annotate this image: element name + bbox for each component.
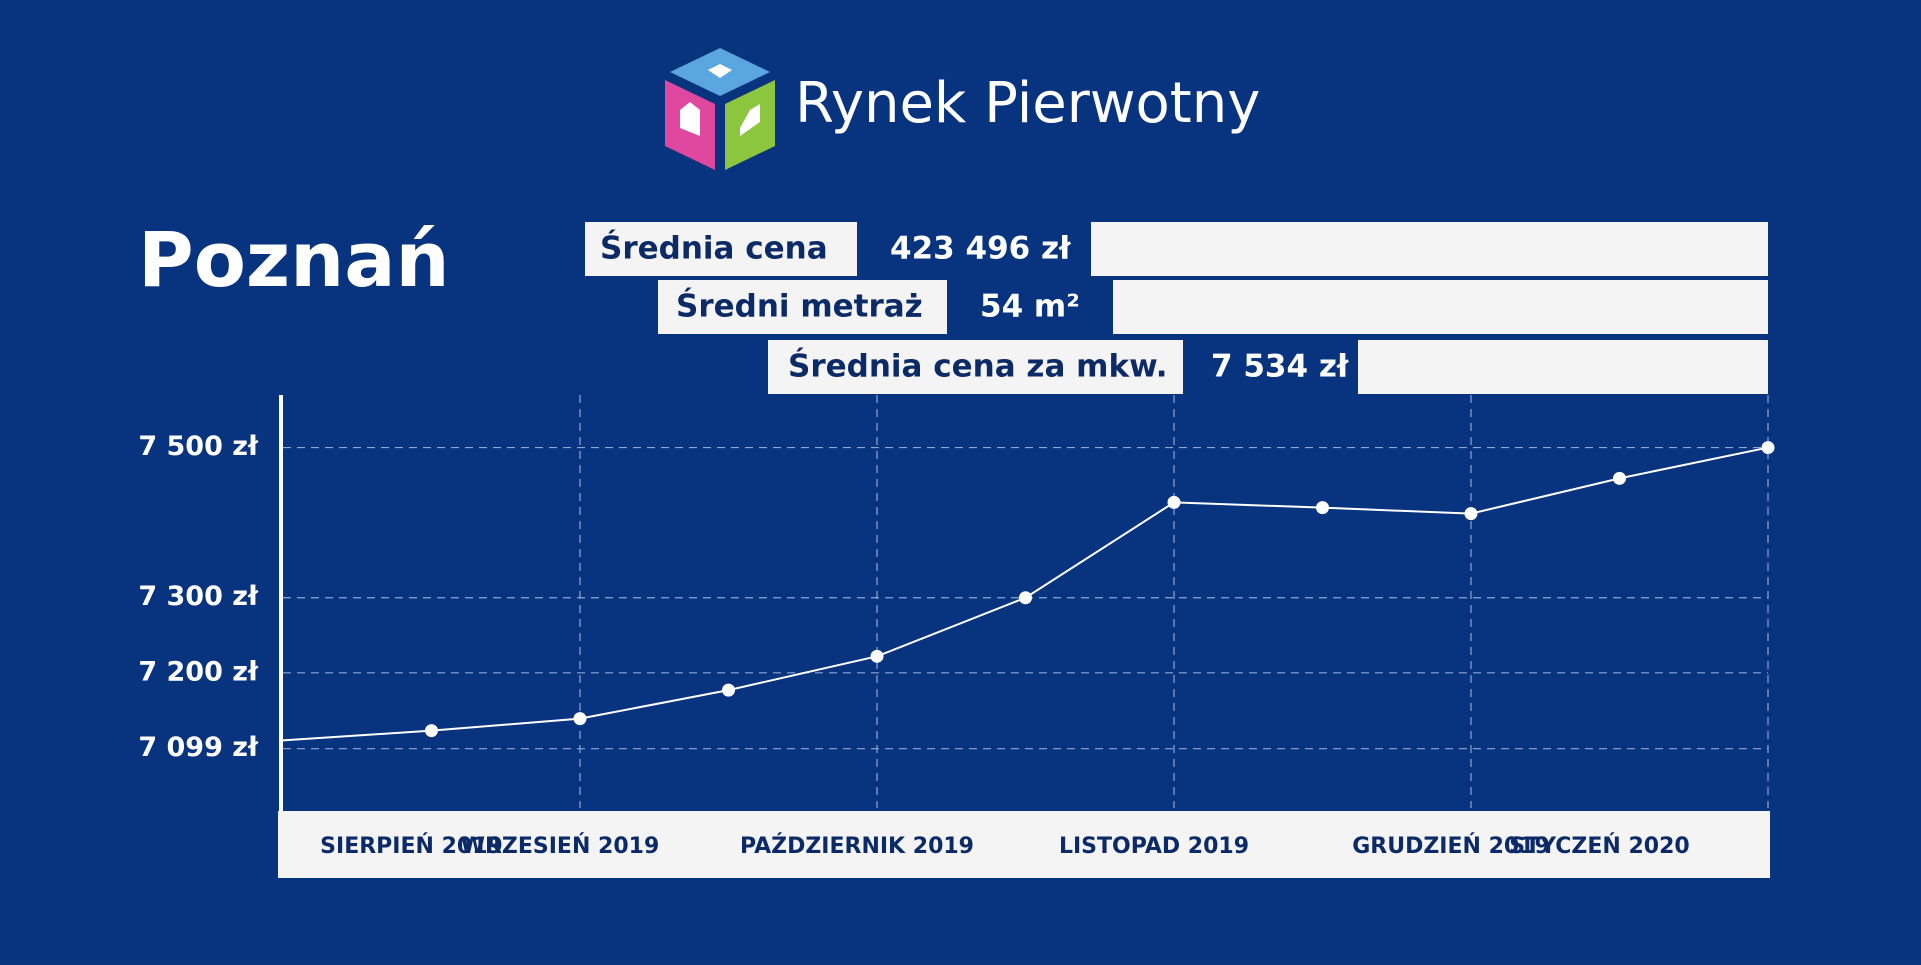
stat-value: 54 m² <box>980 289 1080 325</box>
x-axis-band <box>278 811 1770 878</box>
stat-bar <box>1091 222 1768 276</box>
logo-text: Rynek Pierwotny <box>795 71 1260 136</box>
x-tick-label: PAŹDZIERNIK 2019 <box>740 833 974 859</box>
data-point <box>425 724 438 738</box>
stat-label: Średnia cena za mkw. <box>788 348 1168 385</box>
x-tick-label: LISTOPAD 2019 <box>1059 834 1249 859</box>
city-title: Poznań <box>138 215 450 304</box>
y-tick-label: 7 200 zł <box>138 656 259 687</box>
x-tick-label: STYCZEŃ 2020 <box>1509 833 1689 859</box>
stat-label: Średni metraż <box>676 288 923 325</box>
y-tick-label: 7 099 zł <box>138 732 259 763</box>
data-point <box>1613 471 1626 485</box>
y-tick-label: 7 300 zł <box>138 581 259 612</box>
data-point <box>1464 507 1478 521</box>
y-tick-label: 7 500 zł <box>138 431 259 462</box>
x-tick-label: GRUDZIEŃ 2019 <box>1352 833 1550 859</box>
data-point <box>573 712 587 726</box>
data-point <box>1019 591 1032 605</box>
data-point <box>1316 501 1329 515</box>
stat-label-box <box>585 222 857 276</box>
stat-label-box <box>658 280 947 334</box>
data-point <box>722 683 735 697</box>
stat-label: Średnia cena <box>600 230 828 267</box>
data-point <box>1761 441 1775 455</box>
x-tick-label: SIERPIEŃ 2019 <box>320 833 503 859</box>
data-point <box>1167 495 1181 509</box>
data-point <box>870 649 884 663</box>
stat-bar <box>1358 340 1768 394</box>
stat-value: 423 496 zł <box>890 231 1072 267</box>
stat-value: 7 534 zł <box>1211 349 1350 385</box>
x-tick-label: WRZESIEŃ 2019 <box>461 833 660 859</box>
logo-icon <box>665 48 775 170</box>
stat-label-box <box>768 340 1183 394</box>
stat-bar <box>1113 280 1768 334</box>
